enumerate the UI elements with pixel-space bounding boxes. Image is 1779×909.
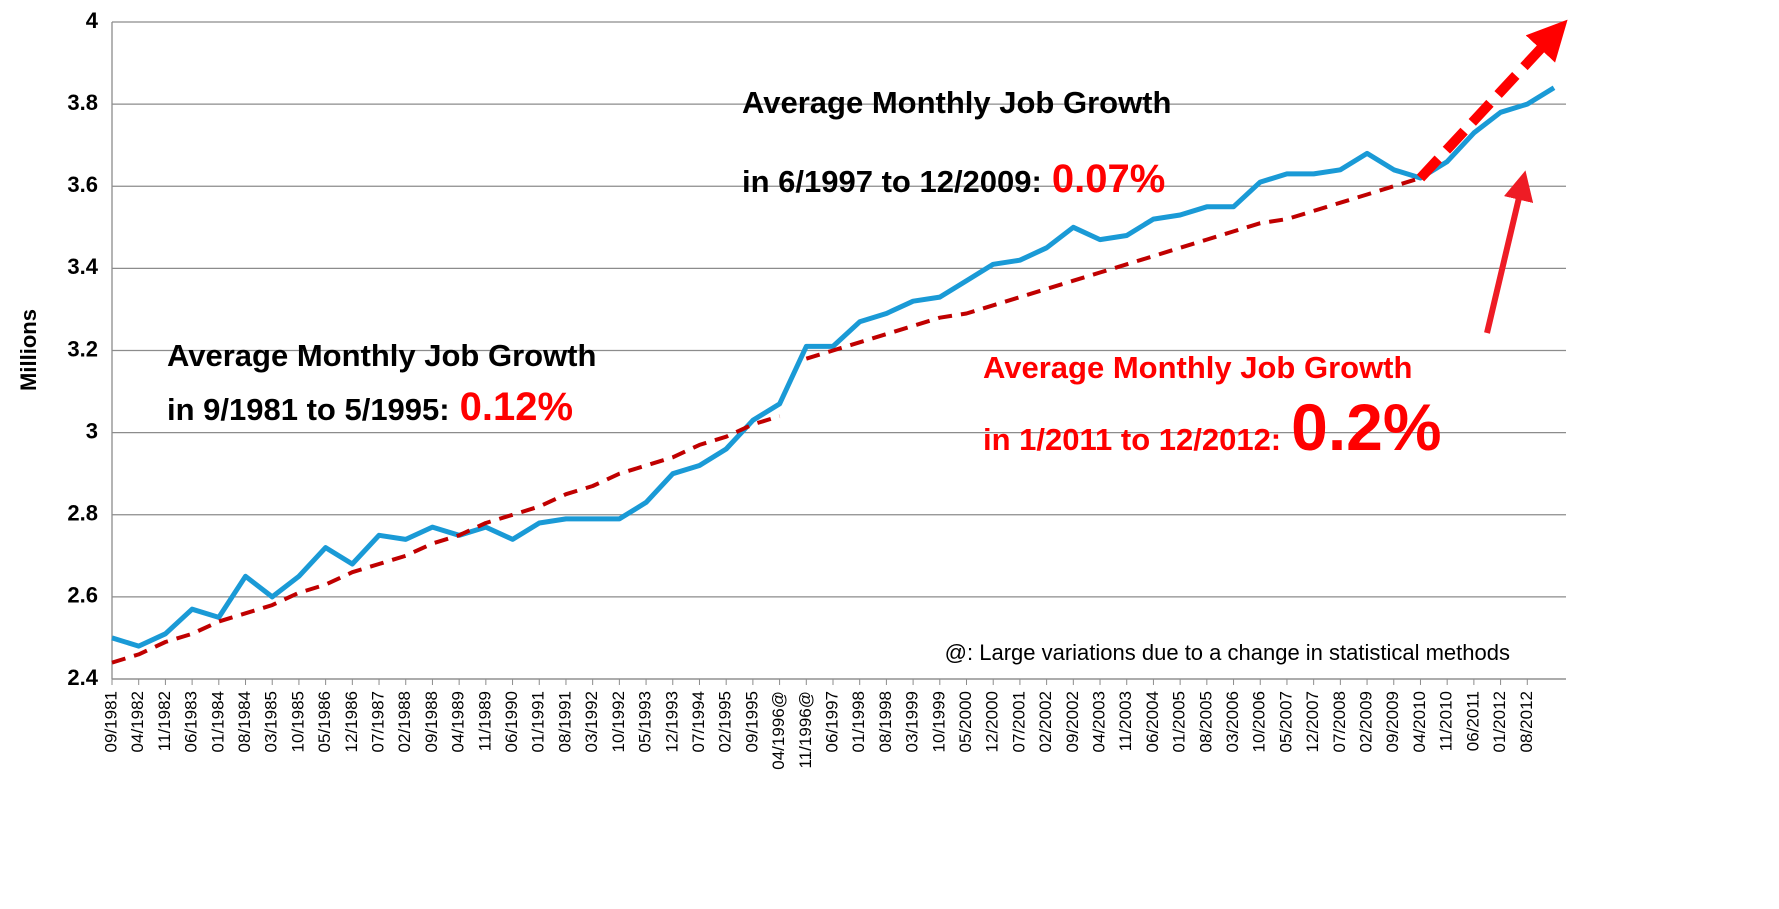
x-tick-label: 10/1999 xyxy=(929,691,948,752)
annotation-value: 0.2% xyxy=(1291,390,1441,464)
x-tick-label: 01/1998 xyxy=(849,691,868,752)
x-tick-label: 06/1997 xyxy=(822,691,841,752)
y-tick-label: 3 xyxy=(86,418,98,443)
x-tick-label: 08/1984 xyxy=(235,691,254,752)
annotation-line: in 1/2011 to 12/2012: 0.2% xyxy=(983,390,1442,464)
x-tick-label: 01/1991 xyxy=(529,691,548,752)
x-tick-label: 11/1996@ xyxy=(796,691,815,768)
x-tick-label: 09/1995 xyxy=(742,691,761,752)
note: @: Large variations due to a change in s… xyxy=(945,640,1510,665)
y-tick-label: 2.8 xyxy=(67,501,98,526)
x-tick-label: 01/2012 xyxy=(1490,691,1509,752)
x-tick-label: 09/2009 xyxy=(1383,691,1402,752)
x-tick-label: 02/1988 xyxy=(395,691,414,752)
x-tick-label: 11/1989 xyxy=(475,691,494,751)
annotation-line: in 6/1997 to 12/2009: 0.07% xyxy=(742,157,1165,201)
pointer-arrow xyxy=(1484,170,1534,334)
y-tick-label: 4 xyxy=(86,8,99,33)
y-tick-label: 3.4 xyxy=(67,254,98,279)
x-tick-label: 11/1982 xyxy=(155,691,174,751)
x-tick-label: 07/1987 xyxy=(369,691,388,752)
x-tick-label: 11/2010 xyxy=(1437,691,1456,751)
x-tick-label: 06/2004 xyxy=(1143,691,1162,752)
x-tick-label: 12/2007 xyxy=(1303,691,1322,752)
annotation-text: in 1/2011 to 12/2012: xyxy=(983,422,1281,457)
annotation-line: Average Monthly Job Growth xyxy=(742,85,1171,120)
series-line xyxy=(1416,19,1568,182)
x-tick-label: 09/2002 xyxy=(1063,691,1082,752)
y-tick-label: 2.4 xyxy=(67,665,98,690)
x-tick-label: 10/1992 xyxy=(609,691,628,752)
x-tick-label: 11/2003 xyxy=(1116,691,1135,751)
x-tick-label: 01/1984 xyxy=(208,691,227,752)
x-tick-label: 02/2009 xyxy=(1357,691,1376,752)
annotation-line: Average Monthly Job Growth xyxy=(167,338,596,373)
x-tick-label: 04/2010 xyxy=(1410,691,1429,752)
x-tick-label: 04/1996@ xyxy=(769,691,788,770)
x-tick-label: 02/1995 xyxy=(716,691,735,752)
x-tick-label: 03/1992 xyxy=(582,691,601,752)
x-tick-label: 06/1983 xyxy=(182,691,201,752)
x-tick-label: 09/1981 xyxy=(101,691,120,752)
x-tick-label: 12/1993 xyxy=(662,691,681,752)
x-tick-label: 05/1993 xyxy=(636,691,655,752)
series-line xyxy=(111,85,1556,649)
series-line xyxy=(805,176,1422,361)
x-tick-label: 08/1991 xyxy=(555,691,574,752)
plot-area: 2.4 2.6 2.8 3 3.2 3.4 3.6 3.8 4 09/1981 04/1982 11/… xyxy=(67,8,1568,770)
series-line xyxy=(111,414,781,665)
x-tick-label: 07/2001 xyxy=(1009,691,1028,752)
x-tick-label: 06/2011 xyxy=(1463,691,1482,751)
y-tick-label: 3.6 xyxy=(67,172,98,197)
x-tick-label: 08/2012 xyxy=(1517,691,1536,752)
x-tick-label: 03/2006 xyxy=(1223,691,1242,752)
annotation-line: Average Monthly Job Growth xyxy=(983,350,1412,385)
x-tick-label: 03/1985 xyxy=(262,691,281,752)
x-tick-label: 07/1994 xyxy=(689,691,708,752)
x-tick-label: 04/1982 xyxy=(128,691,147,752)
x-tick-label: 01/2005 xyxy=(1170,691,1189,752)
x-tick-label: 12/2000 xyxy=(983,691,1002,752)
annotation-text: in 9/1981 to 5/1995: xyxy=(167,392,450,427)
x-tick-label: 05/2007 xyxy=(1276,691,1295,752)
annotation-value: 0.12% xyxy=(460,385,573,429)
annotation-value: 0.07% xyxy=(1052,157,1165,201)
x-tick-label: 02/2002 xyxy=(1036,691,1055,752)
x-tick-label: 08/1998 xyxy=(876,691,895,752)
annotation-line: in 9/1981 to 5/1995: 0.12% xyxy=(167,385,573,429)
x-tick-label: 04/1989 xyxy=(449,691,468,752)
x-tick-label: 12/1986 xyxy=(342,691,361,752)
x-tick-label: 05/1986 xyxy=(315,691,334,752)
annotation-text: in 6/1997 to 12/2009: xyxy=(742,164,1042,199)
x-tick-label: 08/2005 xyxy=(1196,691,1215,752)
x-tick-label: 04/2003 xyxy=(1090,691,1109,752)
x-tick-label: 03/1999 xyxy=(903,691,922,752)
x-tick-label: 10/2006 xyxy=(1250,691,1269,752)
y-tick-label: 2.6 xyxy=(67,583,98,608)
x-tick-label: 09/1988 xyxy=(422,691,441,752)
y-tick-label: 3.8 xyxy=(67,90,98,115)
x-tick-label: 10/1985 xyxy=(288,691,307,752)
x-tick-label: 06/1990 xyxy=(502,691,521,752)
x-tick-label: 07/2008 xyxy=(1330,691,1349,752)
x-tick-label: 05/2000 xyxy=(956,691,975,752)
y-axis-label: Millions xyxy=(16,309,41,391)
y-tick-label: 3.2 xyxy=(67,336,98,361)
